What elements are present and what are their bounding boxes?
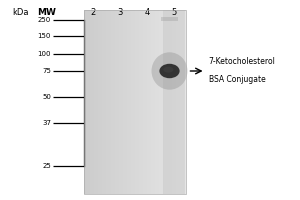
Bar: [160, 10, 161, 194]
Bar: [133, 10, 135, 194]
Bar: [151, 10, 153, 194]
Bar: [88, 10, 90, 194]
Text: 2: 2: [90, 8, 96, 17]
Bar: [139, 10, 141, 194]
Bar: [180, 10, 182, 194]
Bar: [135, 10, 137, 194]
Bar: [84, 10, 86, 194]
Bar: [141, 10, 143, 194]
Bar: [178, 10, 180, 194]
Bar: [161, 10, 164, 194]
Bar: [168, 10, 170, 194]
Text: 50: 50: [42, 94, 51, 100]
Bar: [149, 10, 151, 194]
Bar: [123, 10, 125, 194]
Text: 75: 75: [42, 68, 51, 74]
Bar: [166, 10, 168, 194]
Bar: [131, 10, 133, 194]
Bar: [96, 10, 98, 194]
Bar: [137, 10, 139, 194]
Bar: [102, 10, 104, 194]
Bar: [143, 10, 145, 194]
Text: 37: 37: [42, 120, 51, 126]
Text: 7-Ketocholesterol: 7-Ketocholesterol: [208, 58, 275, 66]
Bar: [125, 10, 127, 194]
Bar: [117, 10, 119, 194]
Bar: [121, 10, 123, 194]
Ellipse shape: [159, 64, 180, 78]
Bar: [112, 10, 115, 194]
Bar: [170, 10, 172, 194]
Bar: [164, 10, 184, 194]
Bar: [182, 10, 184, 194]
Ellipse shape: [152, 52, 188, 90]
Text: 250: 250: [38, 17, 51, 23]
Bar: [110, 10, 112, 194]
Text: kDa: kDa: [12, 8, 28, 17]
Bar: [90, 10, 92, 194]
Text: 5: 5: [171, 8, 177, 17]
Text: 3: 3: [117, 8, 123, 17]
Bar: [100, 10, 102, 194]
Bar: [172, 10, 174, 194]
Bar: [104, 10, 106, 194]
Bar: [86, 10, 88, 194]
Bar: [109, 10, 110, 194]
Bar: [161, 17, 178, 21]
Text: 150: 150: [38, 33, 51, 39]
Text: MW: MW: [37, 8, 56, 17]
Text: 4: 4: [144, 8, 150, 17]
Bar: [145, 10, 147, 194]
Bar: [84, 10, 186, 194]
Bar: [153, 10, 155, 194]
Text: BSA Conjugate: BSA Conjugate: [208, 75, 265, 84]
Bar: [115, 10, 117, 194]
Bar: [84, 10, 186, 194]
Bar: [106, 10, 109, 194]
Bar: [129, 10, 131, 194]
Bar: [184, 10, 186, 194]
Bar: [92, 10, 94, 194]
Bar: [164, 10, 166, 194]
Bar: [127, 10, 129, 194]
Text: 100: 100: [38, 51, 51, 57]
Ellipse shape: [163, 67, 173, 73]
Text: 25: 25: [42, 163, 51, 169]
Bar: [119, 10, 121, 194]
Bar: [174, 10, 176, 194]
Bar: [94, 10, 96, 194]
Bar: [176, 10, 178, 194]
Bar: [158, 10, 160, 194]
Bar: [155, 10, 158, 194]
Bar: [98, 10, 100, 194]
Bar: [147, 10, 149, 194]
